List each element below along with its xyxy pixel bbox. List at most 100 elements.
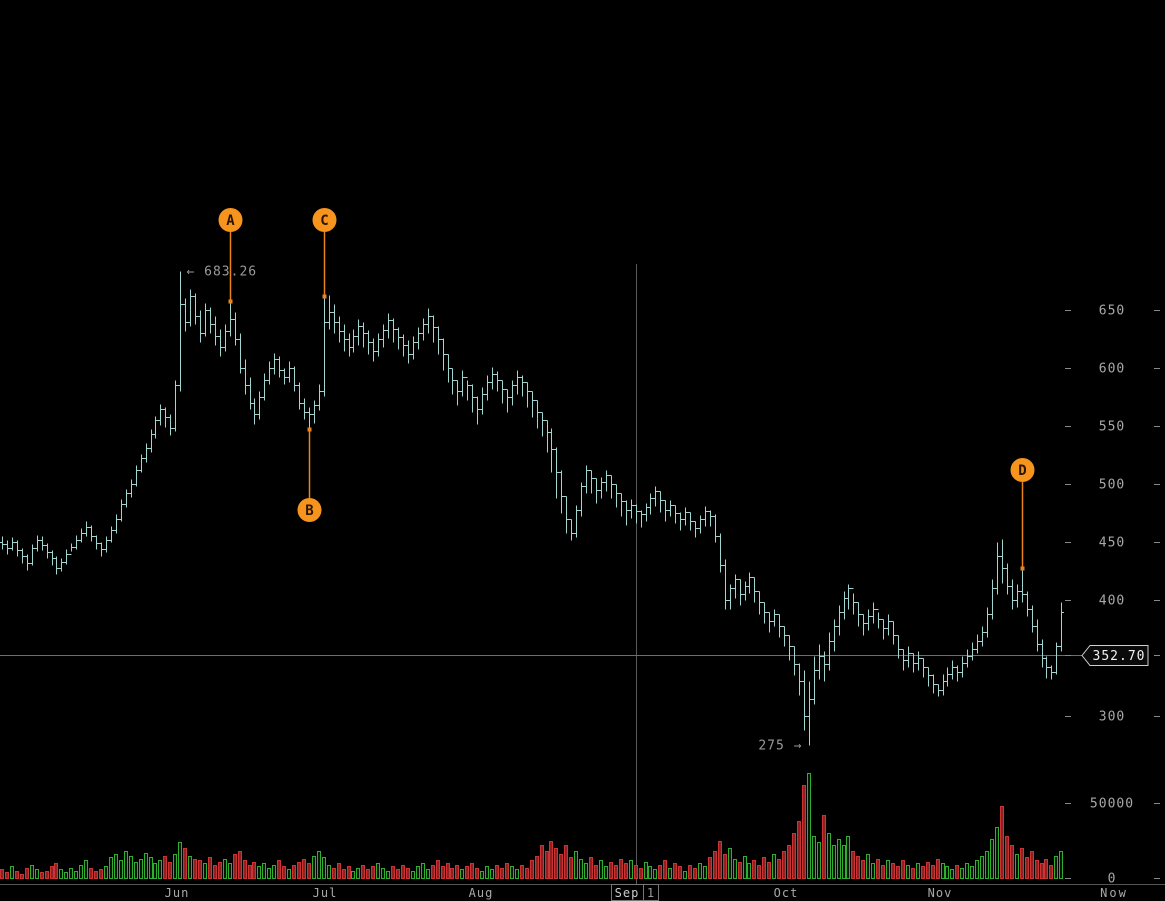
volume-bar: [990, 839, 994, 879]
volume-bar: [59, 869, 63, 879]
time-axis: Jun Jul Aug Oct Nov Now Sep 1: [0, 884, 1165, 901]
volume-bar: [743, 856, 747, 879]
volume-bar: [327, 865, 331, 879]
ohlc-bar: [589, 470, 594, 494]
ohlc-bar: [604, 470, 609, 492]
volume-bar: [525, 868, 529, 879]
ohlc-bar: [703, 506, 708, 527]
crosshair-month-label: Sep: [615, 886, 640, 900]
volume-bar: [762, 857, 766, 879]
volume-bar: [980, 856, 984, 879]
ohlc-bar: [990, 579, 995, 620]
volume-bar: [1020, 848, 1024, 879]
volume-bar: [64, 872, 68, 879]
volume-bar: [965, 863, 969, 879]
volume-bar: [505, 863, 509, 879]
ohlc-bar: [1040, 639, 1045, 668]
volume-bar: [703, 866, 707, 879]
price-tick-label: 450: [1099, 536, 1125, 551]
volume-bar: [485, 866, 489, 879]
marker-circle[interactable]: [218, 208, 243, 232]
volume-bar: [267, 868, 271, 879]
price-tick-label: 600: [1099, 362, 1125, 377]
marker-letter: B: [305, 503, 313, 519]
ohlc-bar: [559, 470, 564, 514]
ohlc-bar: [950, 660, 955, 680]
volume-bar: [84, 860, 88, 879]
ohlc-bar: [267, 361, 272, 385]
volume-bar: [1035, 860, 1039, 879]
volume-bar: [104, 866, 108, 879]
volume-bar: [426, 869, 430, 879]
volume-bar: [822, 815, 826, 879]
price-tick-label: 500: [1099, 478, 1125, 493]
volume-bar: [252, 862, 256, 879]
volume-bar: [624, 863, 628, 879]
ohlc-bar: [257, 391, 262, 420]
volume-bar: [277, 860, 281, 879]
ohlc-bar: [584, 465, 589, 494]
ohlc-bar: [391, 318, 396, 343]
marker-circle[interactable]: [297, 498, 322, 522]
ohlc-bar: [505, 389, 510, 413]
ohlc-bar: [317, 384, 322, 411]
volume-bar: [10, 866, 14, 879]
volume-bar: [901, 860, 905, 879]
volume-bar: [876, 859, 880, 879]
volume-bar: [1044, 859, 1048, 879]
volume-bar: [54, 863, 58, 879]
volume-bar: [69, 868, 73, 879]
ohlc-bar: [228, 303, 233, 337]
ohlc-bar: [312, 400, 317, 424]
ohlc-bar: [673, 505, 678, 524]
volume-bar: [906, 865, 910, 879]
volume-bar: [926, 862, 930, 879]
price-tick-label: 650: [1099, 304, 1125, 319]
ohlc-bar: [495, 371, 500, 392]
marker-d[interactable]: D: [1010, 458, 1035, 571]
volume-bar: [158, 860, 162, 879]
marker-b[interactable]: B: [297, 427, 322, 523]
volume-bar: [50, 866, 54, 879]
ohlc-bar: [158, 404, 163, 426]
volume-bar: [564, 845, 568, 879]
volume-tick-label: 0: [1108, 872, 1117, 887]
marker-c[interactable]: C: [312, 208, 337, 299]
ohlc-bar: [480, 387, 485, 415]
volume-bar: [871, 863, 875, 879]
marker-a[interactable]: A: [218, 208, 243, 304]
ohlc-bar: [153, 416, 158, 439]
volume-bar: [733, 859, 737, 879]
volume-bar: [807, 773, 811, 879]
marker-circle[interactable]: [1010, 458, 1035, 482]
ohlc-bar: [351, 329, 356, 353]
ohlc-bar: [896, 635, 901, 659]
ohlc-bar: [970, 642, 975, 661]
ohlc-bar: [203, 303, 208, 337]
volume-bar: [25, 868, 29, 879]
ohlc-bar: [277, 356, 282, 378]
ohlc-bar: [1010, 579, 1015, 610]
ohlc-bar: [960, 656, 965, 678]
ohlc-bar: [15, 540, 20, 557]
volume-bar: [955, 865, 959, 879]
ohlc-bar: [173, 380, 178, 432]
volume-bar: [535, 856, 539, 879]
volume-bar: [931, 865, 935, 879]
ohlc-bar: [708, 510, 713, 527]
ohlc-bar: [322, 298, 327, 397]
volume-bar: [421, 863, 425, 879]
ohlc-bar: [832, 619, 837, 652]
volume-bar: [713, 851, 717, 879]
volume-bar: [530, 860, 534, 879]
ohlc-bar: [144, 443, 149, 463]
marker-circle[interactable]: [312, 208, 337, 232]
volume-bar: [411, 871, 415, 879]
ohlc-bar: [975, 634, 980, 654]
volume-bar: [233, 854, 237, 879]
volume-bar: [149, 857, 153, 879]
volume-bar: [663, 860, 667, 879]
ohlc-bar: [460, 370, 465, 397]
ohlc-bar: [822, 651, 827, 682]
